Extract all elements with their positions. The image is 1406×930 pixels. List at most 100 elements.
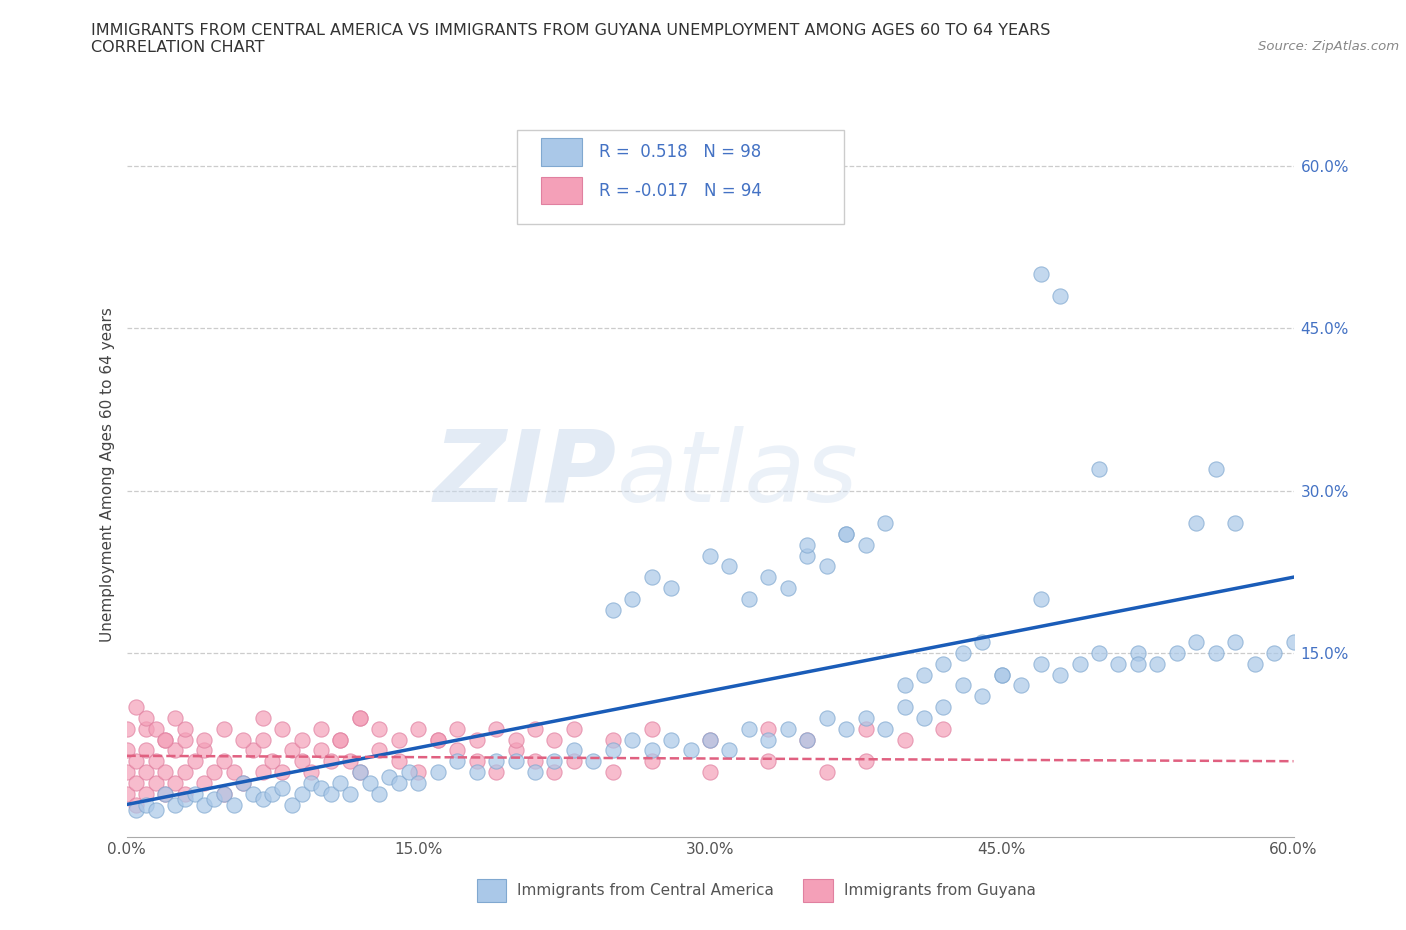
Point bbox=[756, 570, 779, 585]
Point bbox=[155, 764, 177, 779]
Text: R = -0.017   N = 94: R = -0.017 N = 94 bbox=[599, 181, 762, 200]
Point bbox=[212, 786, 235, 801]
Point bbox=[281, 743, 304, 758]
Point bbox=[232, 776, 254, 790]
Point bbox=[875, 515, 897, 530]
Point bbox=[523, 754, 546, 769]
Point bbox=[193, 743, 215, 758]
Point bbox=[368, 786, 391, 801]
Point bbox=[378, 770, 401, 785]
Point bbox=[426, 764, 449, 779]
Point bbox=[641, 722, 664, 737]
Point bbox=[855, 538, 877, 552]
Point bbox=[1088, 461, 1111, 476]
Point bbox=[349, 711, 371, 725]
Point bbox=[1282, 634, 1305, 649]
Point bbox=[659, 732, 682, 747]
Point bbox=[952, 645, 974, 660]
Point bbox=[135, 797, 157, 812]
Point bbox=[193, 732, 215, 747]
Point bbox=[485, 764, 508, 779]
Point bbox=[718, 743, 741, 758]
Point bbox=[562, 743, 585, 758]
Point bbox=[281, 797, 304, 812]
Point bbox=[485, 754, 508, 769]
Point bbox=[855, 754, 877, 769]
Point bbox=[339, 786, 361, 801]
Point bbox=[562, 722, 585, 737]
Point bbox=[115, 764, 138, 779]
Point bbox=[125, 803, 148, 817]
Point bbox=[388, 754, 411, 769]
Point bbox=[1108, 657, 1130, 671]
Point bbox=[183, 786, 205, 801]
Point bbox=[641, 743, 664, 758]
Point bbox=[893, 678, 915, 693]
Bar bbox=[803, 879, 832, 902]
Point bbox=[174, 722, 197, 737]
Point bbox=[776, 580, 799, 595]
Point bbox=[1029, 267, 1052, 282]
Point bbox=[796, 548, 818, 563]
Point bbox=[309, 743, 332, 758]
Point bbox=[756, 722, 779, 737]
Point bbox=[349, 711, 371, 725]
Point bbox=[602, 743, 624, 758]
Point bbox=[932, 699, 955, 714]
Point bbox=[329, 732, 352, 747]
Point bbox=[145, 722, 167, 737]
Point bbox=[912, 667, 935, 682]
Point bbox=[349, 764, 371, 779]
Bar bbox=[541, 177, 582, 205]
Point bbox=[290, 732, 312, 747]
Point bbox=[271, 764, 294, 779]
Point bbox=[174, 732, 197, 747]
Point bbox=[776, 722, 799, 737]
Point bbox=[212, 786, 235, 801]
Point bbox=[756, 732, 779, 747]
Point bbox=[602, 764, 624, 779]
Point bbox=[115, 786, 138, 801]
Point bbox=[368, 722, 391, 737]
Point bbox=[582, 754, 605, 769]
Point bbox=[242, 743, 264, 758]
Point bbox=[319, 786, 342, 801]
Point bbox=[621, 732, 644, 747]
Point bbox=[125, 699, 148, 714]
Point bbox=[135, 786, 157, 801]
Point bbox=[1029, 591, 1052, 606]
Point bbox=[145, 776, 167, 790]
Point bbox=[1205, 645, 1227, 660]
Point bbox=[972, 689, 994, 704]
Point bbox=[990, 667, 1012, 682]
Point bbox=[505, 732, 527, 747]
Point bbox=[1126, 645, 1149, 660]
Point bbox=[1049, 288, 1071, 303]
Text: Immigrants from Guyana: Immigrants from Guyana bbox=[844, 884, 1036, 898]
Point bbox=[1185, 634, 1208, 649]
Point bbox=[835, 722, 858, 737]
Point bbox=[388, 776, 411, 790]
Point bbox=[815, 764, 838, 779]
Point bbox=[523, 764, 546, 779]
Point bbox=[835, 526, 858, 541]
Point bbox=[309, 781, 332, 796]
Point bbox=[252, 711, 274, 725]
Point bbox=[1243, 657, 1265, 671]
Point bbox=[756, 754, 779, 769]
Point bbox=[505, 754, 527, 769]
Point bbox=[446, 722, 468, 737]
Point bbox=[262, 786, 284, 801]
Point bbox=[135, 722, 157, 737]
Point bbox=[835, 526, 858, 541]
Point bbox=[932, 657, 955, 671]
Point bbox=[155, 732, 177, 747]
Point bbox=[252, 764, 274, 779]
Point bbox=[1069, 657, 1091, 671]
Point bbox=[523, 722, 546, 737]
Point bbox=[262, 754, 284, 769]
Point bbox=[115, 722, 138, 737]
Point bbox=[299, 764, 322, 779]
Text: ZIP: ZIP bbox=[433, 426, 617, 523]
Point bbox=[398, 764, 420, 779]
